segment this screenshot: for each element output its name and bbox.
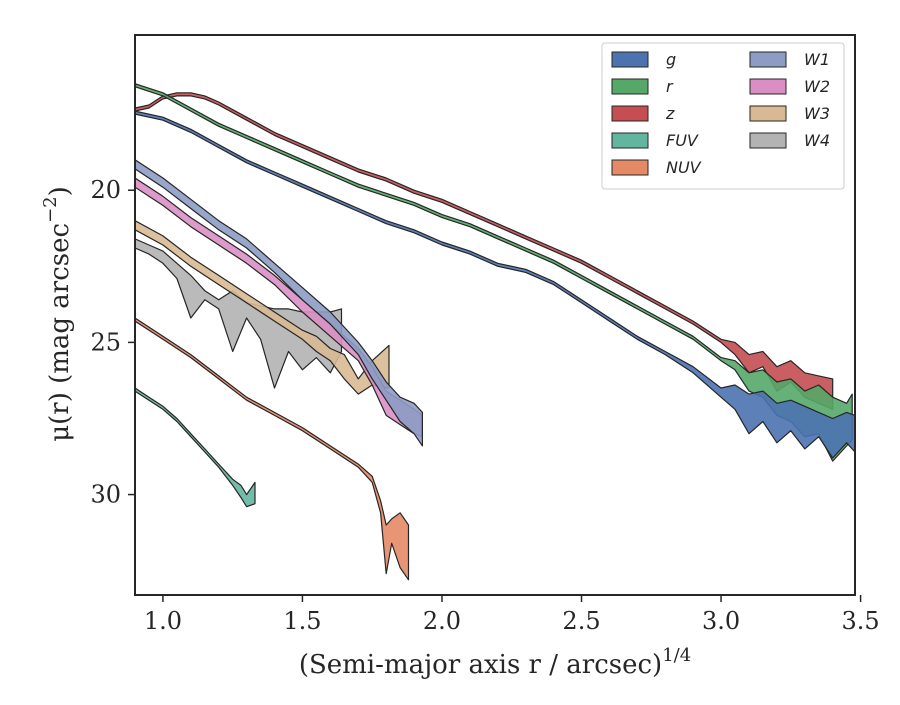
x-axis-title: (Semi-major axis r / arcsec)1/4 [299,645,691,680]
legend-swatch-w2 [749,78,787,95]
y-tick-label: 20 [90,176,121,204]
legend-swatch-z [611,105,649,122]
series-band-nuv [135,317,410,581]
x-tick-label: 3.5 [841,607,879,635]
x-tick-label: 2.0 [423,607,461,635]
y-tick-label: 30 [90,481,121,509]
legend-swatch-w4 [749,132,787,149]
x-tick-label: 3.0 [702,607,740,635]
y-axis-title-close: ) [45,186,75,196]
legend-swatch-w1 [749,51,787,68]
series-band-w1 [135,159,423,447]
legend-label-z: z [665,104,675,123]
series-band-fuv [135,387,256,508]
legend-swatch-r [611,78,649,95]
x-tick-label: 2.5 [562,607,600,635]
legend-label-fuv: FUV [666,131,699,150]
series-layer [135,83,855,581]
legend-label-g: g [666,50,676,69]
y-axis-title-power: −2 [40,196,61,223]
x-tick-label: 1.5 [283,607,321,635]
legend-swatch-g [611,51,649,68]
legend-label-nuv: NUV [666,158,702,177]
legend-label-w1: W1 [804,50,830,69]
legend-swatch-fuv [611,132,649,149]
legend-label-w2: W2 [804,77,830,96]
y-tick-label: 25 [90,328,121,356]
legend-label-w3: W3 [804,104,830,123]
ticks-layer: 1.0 1.5 2.0 2.5 3.0 3.5 20 25 30 [90,176,879,635]
legend-label-w4: W4 [804,131,830,150]
series-band-w2 [135,177,423,438]
x-axis-title-power: 1/4 [662,645,691,666]
series-band-w3 [135,220,390,395]
x-axis-title-text: (Semi-major axis r / arcsec) [299,650,662,680]
legend-label-r: r [666,77,674,96]
legend-swatch-w3 [749,105,787,122]
y-axis-title: μ(r) (mag arcsec−2) [40,186,75,442]
series-band-w4 [135,238,343,389]
x-tick-label: 1.0 [144,607,182,635]
y-axis-title-text: μ(r) (mag arcsec [45,223,75,442]
legend: grz FUV NUV W1 W2 W3 W4 [601,42,845,190]
series-band-g [135,110,855,459]
plot-frame [134,34,856,596]
legend-swatch-nuv [611,159,649,176]
